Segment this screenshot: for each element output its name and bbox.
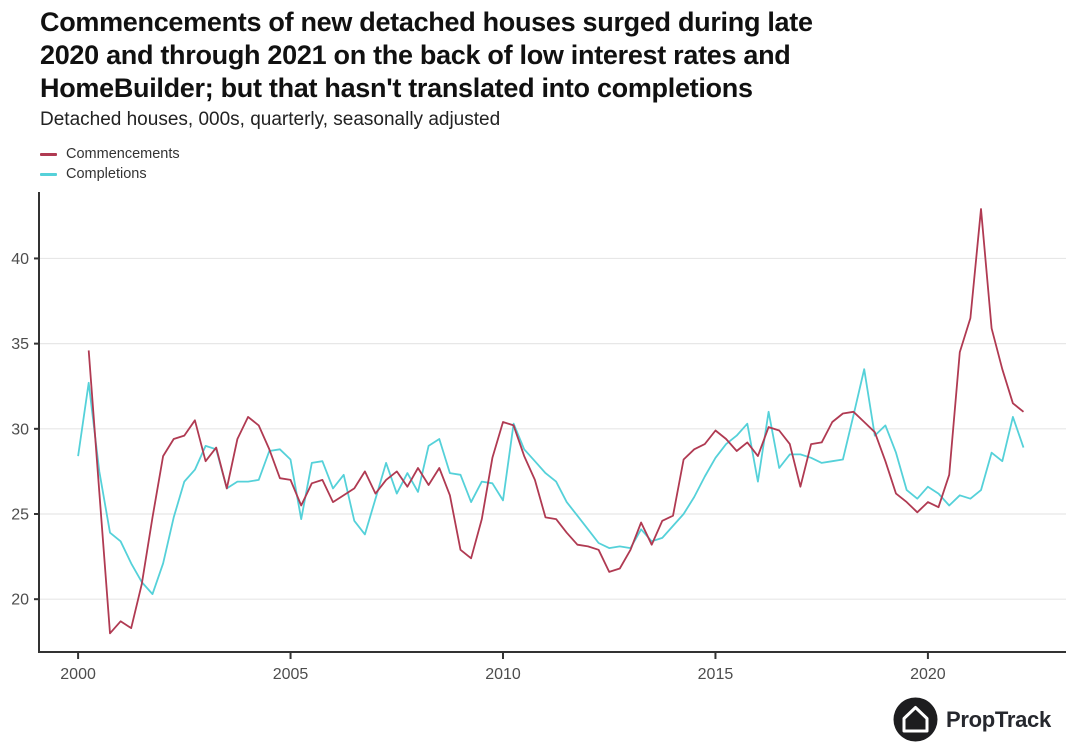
x-tick-label: 2000 bbox=[60, 666, 96, 683]
house-icon bbox=[893, 697, 938, 742]
commencements-line-swatch bbox=[40, 152, 57, 156]
legend-label-completions: Completions bbox=[66, 166, 147, 182]
x-tick-label: 2015 bbox=[698, 666, 734, 683]
y-tick-label: 30 bbox=[11, 421, 29, 438]
proptrack-logo: PropTrack bbox=[893, 697, 1051, 742]
chart-legend: Commencements Completions bbox=[40, 144, 180, 184]
y-tick-label: 20 bbox=[11, 592, 29, 609]
proptrack-wordmark: PropTrack bbox=[946, 706, 1051, 732]
title-line-2: 2020 and through 2021 on the back of low… bbox=[40, 40, 791, 70]
x-tick-label: 2020 bbox=[910, 666, 946, 683]
completions-line-swatch bbox=[40, 172, 57, 176]
title-line-3: HomeBuilder; but that hasn't translated … bbox=[40, 73, 753, 103]
y-tick-label: 40 bbox=[11, 251, 29, 268]
chart-title: Commencements of new detached houses sur… bbox=[40, 6, 813, 105]
y-axis-tick-labels: 20 25 30 35 40 bbox=[11, 251, 39, 609]
x-tick-label: 2005 bbox=[273, 666, 309, 683]
gridlines bbox=[39, 257, 1066, 600]
legend-item-commencements: Commencements bbox=[40, 144, 180, 164]
x-axis-tick-labels: 2000 2005 2010 2015 2020 bbox=[60, 653, 946, 683]
legend-label-commencements: Commencements bbox=[66, 146, 180, 162]
title-line-1: Commencements of new detached houses sur… bbox=[40, 7, 813, 37]
completions-line bbox=[77, 368, 1025, 595]
chart-subtitle: Detached houses, 000s, quarterly, season… bbox=[40, 109, 501, 130]
commencements-line bbox=[87, 208, 1025, 635]
legend-item-completions: Completions bbox=[40, 164, 180, 184]
y-tick-label: 35 bbox=[11, 336, 29, 353]
x-tick-label: 2010 bbox=[485, 666, 521, 683]
y-tick-label: 25 bbox=[11, 507, 29, 524]
